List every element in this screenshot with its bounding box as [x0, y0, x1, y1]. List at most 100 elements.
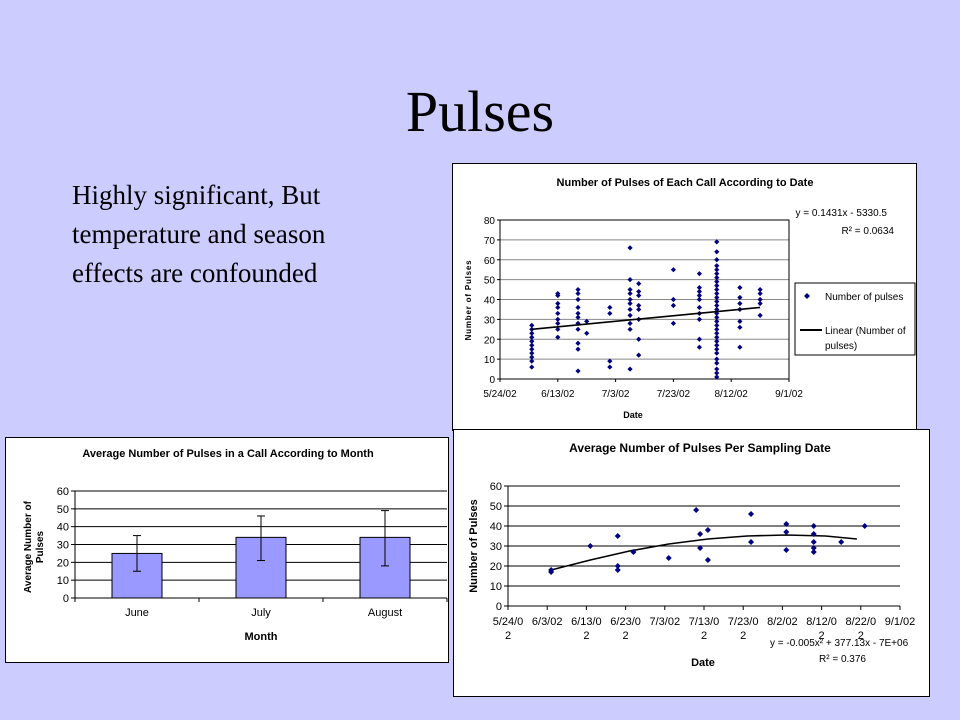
legend-label-linear-2: pulses)	[825, 341, 857, 352]
data-point	[627, 312, 633, 318]
data-point	[575, 346, 581, 352]
x-tick-label-wrap: 2	[701, 630, 707, 642]
data-point	[627, 277, 633, 283]
data-point	[696, 316, 703, 322]
data-point	[737, 284, 743, 291]
legend-box	[794, 282, 916, 356]
data-point	[861, 523, 868, 529]
data-point	[670, 320, 676, 326]
y-tick-label: 30	[484, 315, 496, 326]
data-point	[575, 368, 581, 374]
data-point	[714, 356, 720, 362]
y-tick-label: 60	[490, 481, 502, 493]
bullet-line-1: Highly significant, But	[72, 180, 321, 210]
slide-bullet: Highly significant, But temperature and …	[72, 176, 412, 293]
chart-pulses-per-sampling-date-svg: Average Number of Pulses Per Sampling Da…	[468, 441, 915, 669]
data-point	[737, 324, 743, 330]
x-tick-label: 8/12/02	[715, 389, 749, 400]
data-point	[614, 567, 621, 573]
chart-pulses-by-month: Average Number of Pulses in a Call Accor…	[5, 437, 449, 663]
x-tick-label: 7/3/02	[602, 389, 630, 400]
y-tick-label: 30	[490, 541, 502, 553]
x-tick-label: 5/24/02	[483, 389, 517, 400]
data-point	[714, 239, 720, 245]
data-point	[714, 275, 720, 281]
data-point	[636, 306, 642, 313]
data-point	[714, 257, 720, 263]
data-point	[587, 543, 594, 549]
data-point	[714, 318, 720, 324]
x-axis-label: Date	[623, 410, 643, 420]
data-point	[714, 334, 720, 340]
x-tick-label: 8/22/0	[846, 616, 877, 628]
data-point	[810, 539, 817, 545]
category-label: July	[251, 607, 271, 619]
category-label: August	[368, 607, 402, 619]
data-point	[665, 555, 672, 561]
data-point	[670, 302, 676, 309]
data-point	[697, 531, 704, 537]
data-point	[810, 531, 817, 537]
data-point	[670, 267, 676, 273]
data-point	[575, 304, 581, 311]
data-point	[575, 314, 581, 320]
data-point	[783, 547, 790, 553]
y-tick-label: 30	[57, 540, 69, 552]
data-point	[636, 336, 642, 342]
data-point	[630, 549, 637, 555]
data-point	[627, 286, 633, 293]
data-point	[757, 290, 763, 297]
r-squared: R² = 0.0634	[841, 226, 894, 237]
data-point	[714, 249, 720, 255]
data-point	[575, 296, 581, 303]
r-squared: R² = 0.376	[819, 654, 866, 665]
data-point	[529, 346, 535, 352]
data-point	[627, 326, 633, 332]
data-point	[714, 326, 720, 332]
data-point	[697, 545, 704, 551]
data-point	[614, 563, 621, 569]
x-tick-label-wrap: 2	[505, 630, 511, 642]
data-point	[714, 286, 720, 293]
y-tick-label: 40	[490, 521, 502, 533]
trendline-equation: y = 0.1431x - 5330.5	[796, 208, 888, 219]
data-point	[714, 374, 720, 380]
data-point	[714, 338, 720, 344]
data-point	[627, 245, 633, 251]
x-tick-label: 7/3/02	[650, 616, 681, 628]
category-label: June	[125, 607, 149, 619]
y-tick-label: 10	[57, 575, 69, 587]
legend: Number of pulses Linear (Number of pulse…	[794, 282, 916, 356]
data-point	[614, 533, 621, 539]
data-point	[607, 364, 613, 370]
data-point	[704, 527, 711, 533]
legend-marker	[804, 293, 810, 299]
data-point	[737, 294, 743, 301]
y-axis-label-line-1: Average Number of	[23, 500, 34, 593]
x-tick-label: 8/12/0	[806, 616, 837, 628]
data-point	[714, 279, 720, 285]
data-point	[810, 523, 817, 529]
y-tick-label: 0	[63, 593, 69, 605]
data-point	[696, 336, 703, 342]
y-axis-label: Number of Pulses	[464, 260, 473, 341]
data-point	[757, 312, 763, 318]
data-point	[607, 304, 613, 311]
data-point	[696, 304, 703, 311]
data-point	[627, 306, 633, 313]
data-point	[757, 300, 763, 307]
chart-pulses-by-date: Number of Pulses of Each Call According …	[452, 163, 917, 431]
y-tick-label: 20	[490, 561, 502, 573]
chart-pulses-per-sampling-date: Average Number of Pulses Per Sampling Da…	[453, 429, 930, 697]
data-point	[748, 539, 755, 545]
data-point	[714, 267, 720, 273]
data-point	[783, 529, 790, 535]
chart-title: Average Number of Pulses Per Sampling Da…	[569, 441, 831, 455]
y-tick-label: 20	[57, 557, 69, 569]
data-point	[714, 294, 720, 301]
data-point	[575, 290, 581, 297]
data-point	[607, 310, 613, 317]
x-tick-label: 5/24/0	[493, 616, 524, 628]
data-point	[627, 320, 633, 326]
bullet-line-3: effects are confounded	[72, 258, 318, 288]
